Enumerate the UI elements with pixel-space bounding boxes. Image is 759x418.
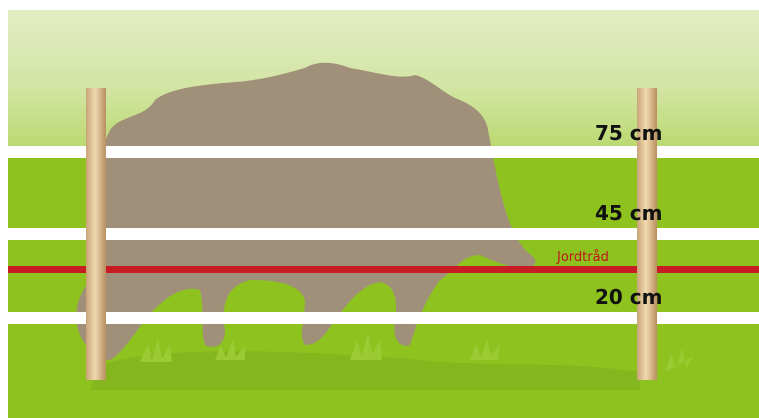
height-label: 75 cm [595,121,663,145]
wire-75 [8,146,759,158]
ground-wire [8,266,759,273]
wire-45 [8,228,759,240]
shadow [90,351,640,390]
post-left [86,88,106,380]
wire-20 [8,312,759,324]
boar [76,62,536,360]
height-label: 45 cm [595,201,663,225]
post-right [637,88,657,380]
height-label: 20 cm [595,285,663,309]
ground-wire-label: Jordtråd [556,250,609,265]
